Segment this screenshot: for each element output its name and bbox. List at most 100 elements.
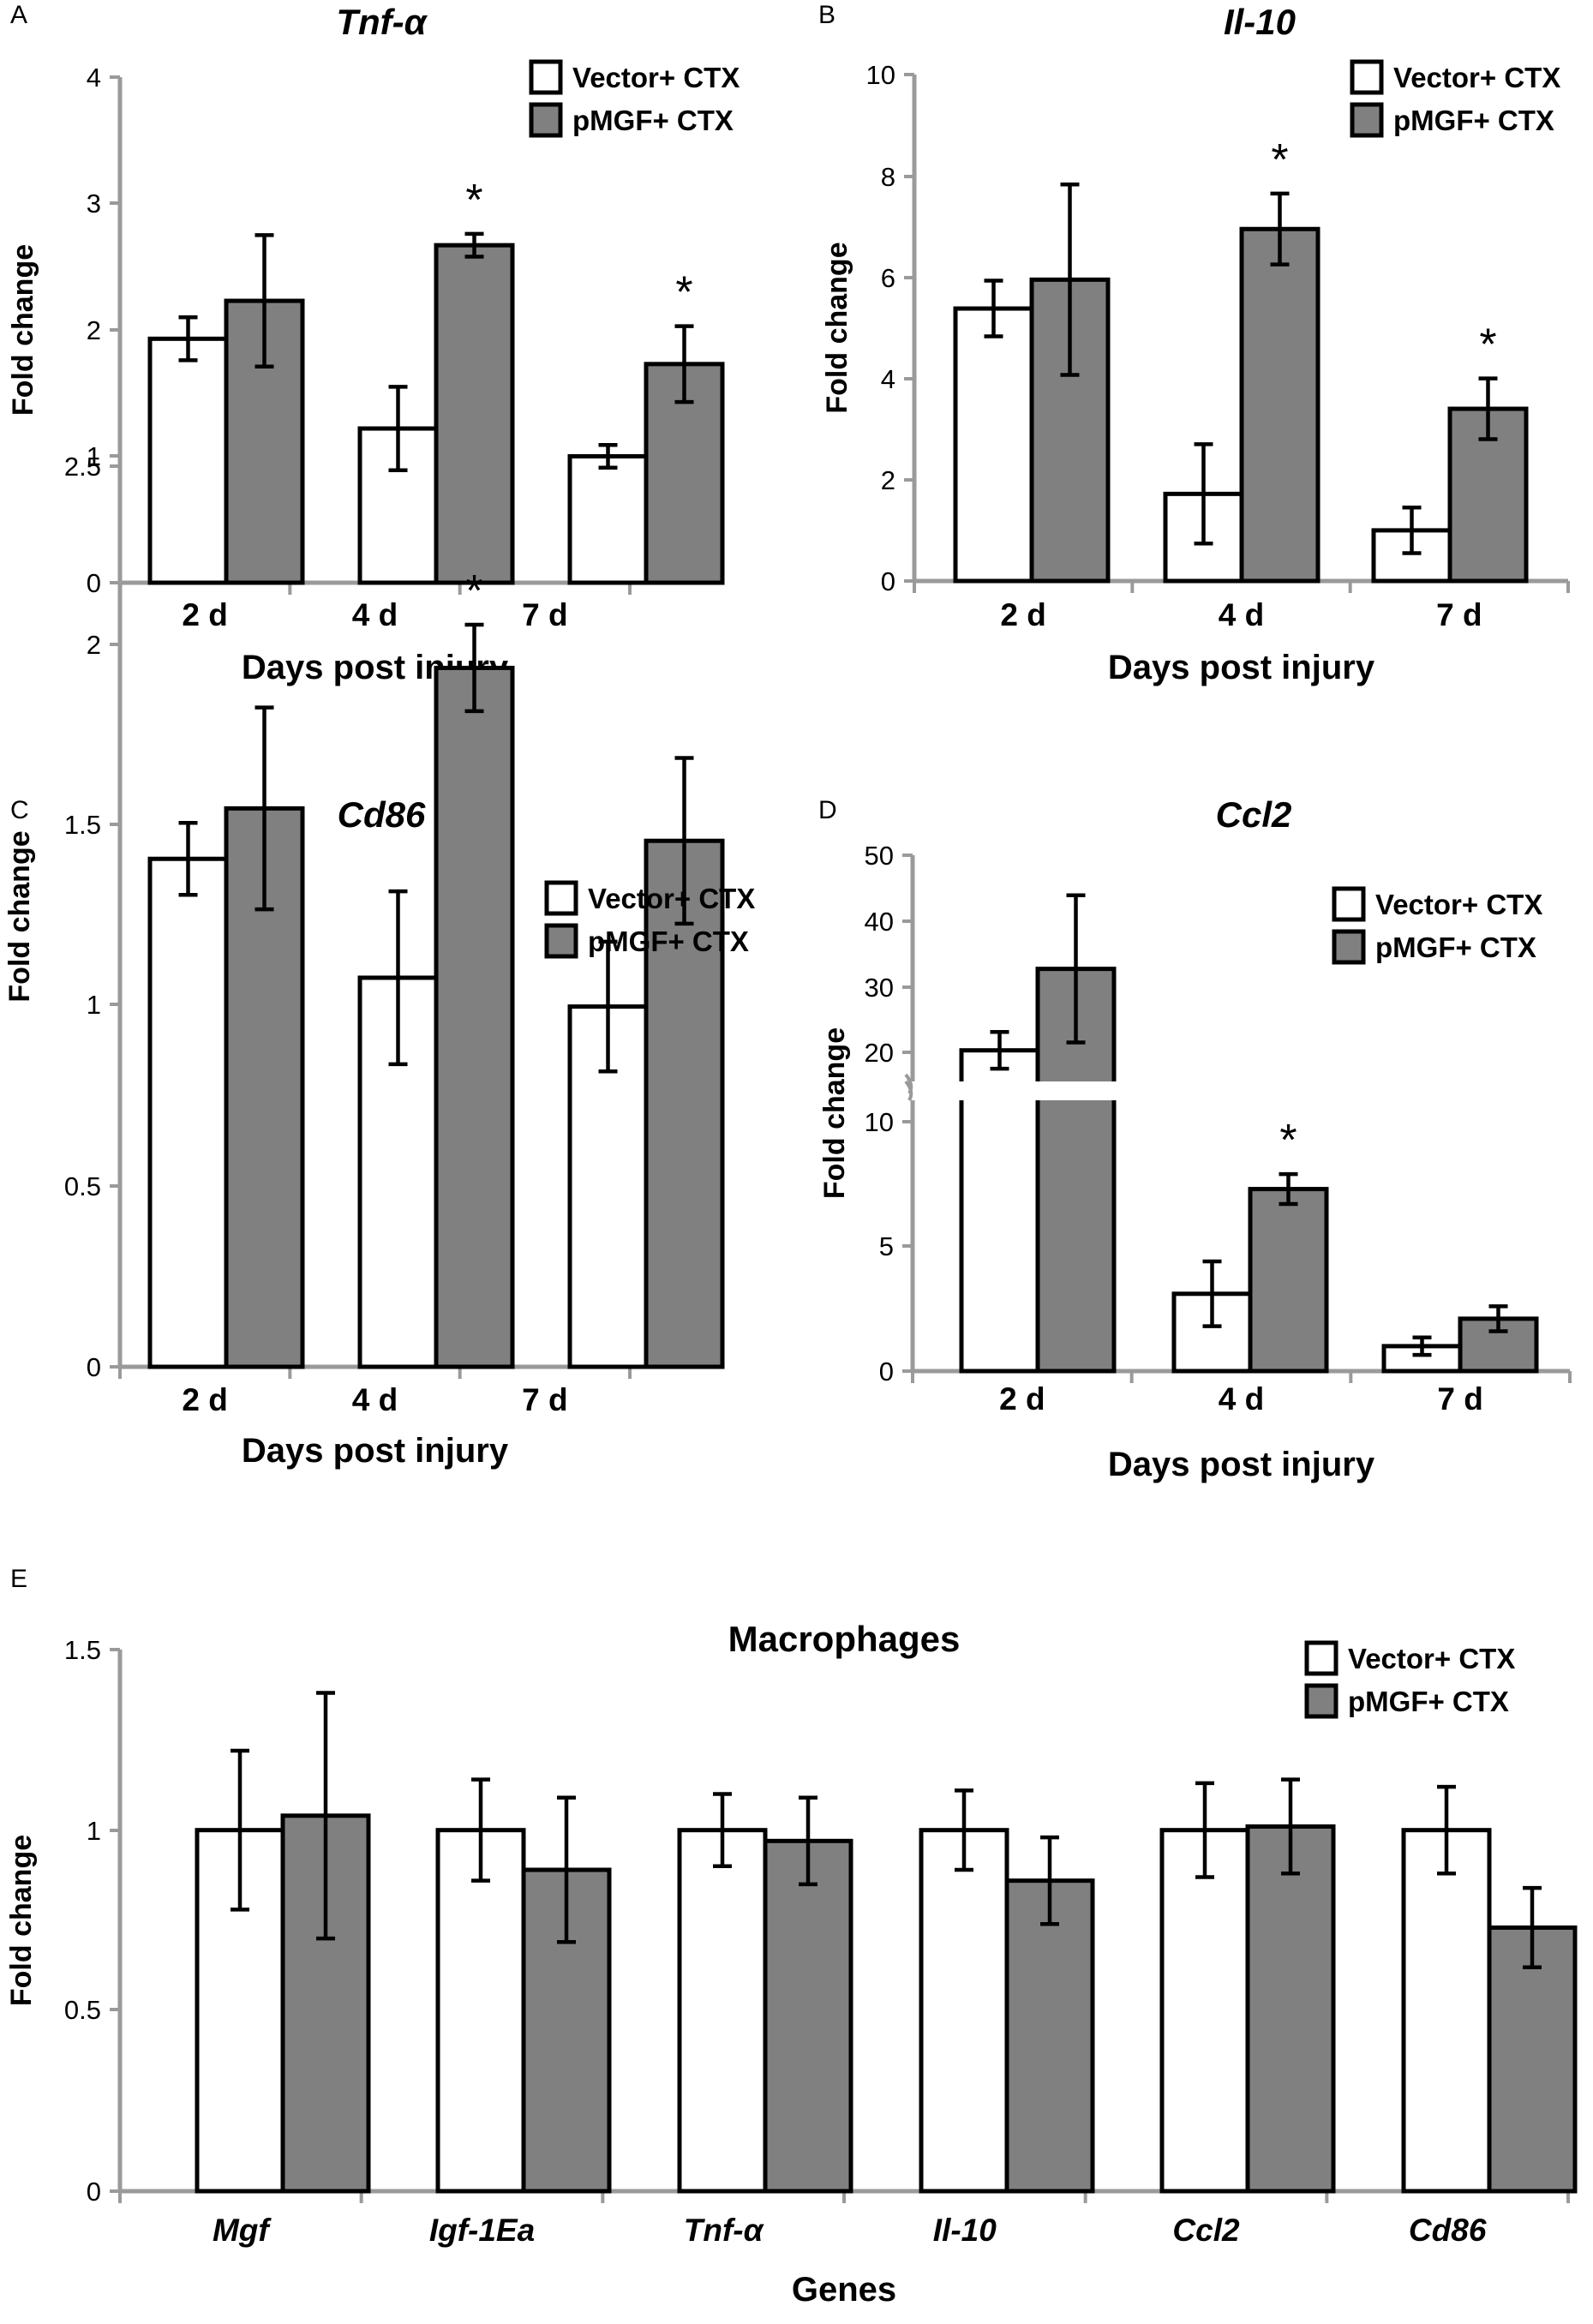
x-tick-label: 4 d: [352, 1382, 398, 1417]
x-tick-label: 7 d: [522, 1382, 567, 1417]
y-tick-label: 0: [87, 568, 101, 598]
significance-star: *: [465, 566, 482, 616]
legend-swatch: [1304, 1640, 1338, 1676]
panel-d: D Ccl2 0 5 10 20 30 40 50 2 d 4 d 7 d * Fold change Da…: [818, 794, 1573, 1483]
y-tick-label: 2: [881, 465, 895, 495]
y-tick-label: 40: [865, 907, 894, 937]
x-tick-label: 4 d: [352, 597, 398, 632]
significance-star: *: [675, 268, 692, 318]
y-tick-label: 30: [865, 973, 894, 1003]
bar-vector: [147, 336, 229, 585]
axis-break: [909, 1081, 1573, 1100]
panel-label: B: [818, 1, 835, 29]
y-tick-label: 1.5: [64, 810, 101, 840]
significance-star: *: [1479, 320, 1496, 370]
y-tick-label: 0: [87, 1352, 101, 1382]
legend: Vector+ CTX pMGF+ CTX: [1332, 886, 1542, 965]
panel-b: B Il-10 0 2 4 6 8 10 2 d 4 d 7 d * * Fold change Days …: [818, 1, 1570, 686]
bar-pmgf: [1487, 1925, 1578, 2194]
chart-title: Macrophages: [728, 1619, 961, 1659]
axis-break-mark: [904, 1080, 913, 1102]
y-tick-label: 4: [87, 63, 101, 93]
legend-swatch: [1304, 1683, 1338, 1719]
x-tick-label: 2 d: [182, 597, 227, 632]
legend-swatch: [529, 102, 563, 138]
x-tick-label: 7 d: [522, 597, 567, 632]
y-tick-label: 1: [87, 441, 101, 471]
chart-title: Tnf-α: [336, 2, 428, 42]
x-tick-label: 2 d: [999, 1381, 1045, 1417]
bar-pmgf: [763, 1838, 853, 2194]
significance-star: *: [1271, 135, 1288, 185]
legend-swatch: [1350, 59, 1384, 95]
panel-label: E: [10, 1565, 27, 1593]
y-tick-label: 0.5: [64, 1995, 101, 2025]
legend: Vector+ CTX pMGF+ CTX: [529, 59, 740, 138]
x-tick-label: 2 d: [182, 1382, 227, 1417]
y-tick-label: 8: [881, 162, 895, 192]
x-tick-label: 4 d: [1219, 1381, 1264, 1417]
y-tick-label: 10: [865, 1107, 894, 1137]
y-tick-label: 5: [879, 1231, 894, 1261]
significance-star: *: [1279, 1116, 1297, 1165]
y-tick-label: 2: [87, 630, 101, 660]
y-tick-label: 1: [87, 1816, 101, 1846]
legend-label: pMGF+ CTX: [1375, 931, 1536, 963]
chart-title: Cd86: [338, 794, 426, 835]
panel-label: D: [818, 796, 837, 824]
y-tick-label: 1.5: [64, 1635, 101, 1665]
legend-label: pMGF+ CTX: [588, 925, 749, 957]
bar-vector: [1401, 1828, 1492, 2194]
bar-pmgf: [1239, 226, 1321, 584]
bar-vector: [953, 306, 1034, 584]
legend-swatch: [1332, 886, 1366, 922]
y-tick-label: 0: [87, 2177, 101, 2207]
x-axis-title: Days post injury: [242, 1432, 509, 1470]
legend-swatch: [1350, 102, 1384, 138]
y-tick-label: 20: [865, 1038, 894, 1068]
y-tick-label: 0: [879, 1357, 894, 1387]
panel-label: A: [10, 1, 27, 29]
bar-pmgf: [1004, 1878, 1095, 2194]
legend-label: pMGF+ CTX: [1393, 105, 1554, 136]
legend-swatch: [544, 923, 578, 959]
y-axis-title: Fold change: [821, 242, 853, 413]
legend-label: pMGF+ CTX: [1348, 1686, 1509, 1717]
panel-e: E Macrophages 0 0.5 1 1.5 Mgf Igf-1Ea Tnf-α Il-10…: [5, 1565, 1578, 2309]
x-tick-label: Mgf: [213, 2213, 272, 2248]
legend-label: Vector+ CTX: [572, 62, 740, 93]
y-axis-title: Fold change: [3, 830, 36, 1002]
legend: Vector+ CTX pMGF+ CTX: [544, 880, 755, 959]
bar-vector: [147, 856, 229, 1369]
x-tick-label: 7 d: [1437, 1381, 1482, 1417]
y-tick-label: 3: [87, 189, 101, 219]
legend: Vector+ CTX pMGF+ CTX: [1304, 1640, 1515, 1719]
bar-pmgf: [1248, 1187, 1329, 1374]
y-tick-label: 1: [87, 990, 101, 1020]
bar-vector: [1159, 1828, 1250, 2194]
x-tick-label: 4 d: [1219, 597, 1264, 632]
y-tick-label: 2.5: [64, 452, 101, 482]
bar-vector: [677, 1828, 768, 2194]
x-axis-title: Days post injury: [1108, 649, 1375, 686]
x-tick-label: 2 d: [1000, 597, 1045, 632]
bar-vector: [435, 1828, 526, 2194]
chart-title: Il-10: [1224, 2, 1296, 42]
x-tick-label: 7 d: [1436, 597, 1482, 632]
x-tick-label: Il-10: [933, 2213, 997, 2248]
bar-pmgf: [434, 665, 515, 1369]
y-tick-label: 6: [881, 263, 895, 293]
legend-swatch: [529, 59, 563, 95]
legend-swatch: [1332, 929, 1366, 965]
y-tick-label: 10: [866, 60, 895, 90]
x-tick-label: Tnf-α: [684, 2213, 765, 2248]
y-tick-label: 0: [881, 566, 895, 596]
y-tick-label: 2: [87, 315, 101, 345]
x-tick-label: Ccl2: [1172, 2213, 1240, 2248]
legend-swatch: [544, 880, 578, 916]
legend-label: Vector+ CTX: [1375, 889, 1542, 920]
significance-star: *: [465, 176, 482, 225]
bar-pmgf: [434, 243, 515, 585]
legend-label: Vector+ CTX: [1393, 62, 1560, 93]
